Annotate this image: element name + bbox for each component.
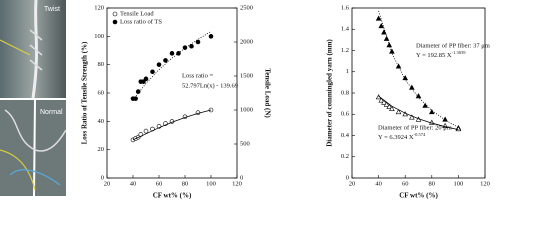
y-tick-label: 0.6 xyxy=(341,111,350,118)
x-tick-label: 20 xyxy=(104,180,111,187)
y-tick-label: 120 xyxy=(94,4,104,11)
legend-marker xyxy=(112,19,118,25)
y-axis-title: Loss Ratio of Tensile Strength (%) xyxy=(81,41,89,144)
point xyxy=(143,76,149,82)
y-tick-label: 1.2 xyxy=(341,47,349,54)
point xyxy=(381,29,387,35)
point xyxy=(195,39,201,45)
annotation-exponent: -1.3039 xyxy=(452,50,467,55)
x-tick-label: 40 xyxy=(130,180,137,187)
point xyxy=(133,96,138,101)
annotation: Loss ratio = xyxy=(182,72,213,79)
x-tick-label: 120 xyxy=(480,180,490,187)
photo-panel: Twist Normal xyxy=(0,0,67,197)
x-tick-label: 80 xyxy=(429,180,436,187)
legend-label: Loss ratio of TS xyxy=(120,18,162,25)
y2-axis-title: Tensile Load (N) xyxy=(263,68,271,118)
y2-tick-label: 500 xyxy=(240,140,250,147)
y-tick-label: 100 xyxy=(94,33,104,40)
point xyxy=(169,51,175,56)
y-tick-label: 1.6 xyxy=(341,4,350,11)
point xyxy=(409,114,415,120)
point xyxy=(383,35,390,41)
fit-line xyxy=(132,109,212,141)
x-tick-label: 100 xyxy=(454,180,464,187)
point xyxy=(428,109,435,115)
y2-tick-label: 1000 xyxy=(240,106,253,113)
y2-tick-label: 0 xyxy=(240,174,243,181)
plot-frame xyxy=(106,7,238,179)
y-tick-label: 1 xyxy=(346,68,349,75)
point xyxy=(141,79,146,84)
point xyxy=(402,75,409,81)
annotation: Y = 6.3924 X-0.574 xyxy=(378,132,426,141)
photo-twist xyxy=(0,0,66,98)
x-tick-label: 60 xyxy=(402,180,409,187)
point xyxy=(375,94,382,100)
annotation: Diameter of PP fiber: 20 μm xyxy=(378,124,452,131)
point xyxy=(442,116,448,122)
y-tick-label: 80 xyxy=(98,61,105,68)
point xyxy=(378,22,385,29)
point xyxy=(189,43,194,49)
y2-tick-label: 1500 xyxy=(240,72,253,79)
plot-frame xyxy=(351,7,486,179)
point xyxy=(150,69,155,75)
legend-label: Tensile Load xyxy=(120,10,154,17)
y-tick-label: 0.8 xyxy=(341,89,349,96)
point xyxy=(163,58,168,63)
point xyxy=(143,128,149,134)
annotation: 52.797Ln(x) - 139.69 xyxy=(182,82,238,89)
y-tick-label: 0 xyxy=(101,174,104,181)
y2-tick-label: 2500 xyxy=(240,4,253,11)
x-axis-title: CF wt% (%) xyxy=(399,192,438,200)
y-axis-title: Diameter of commingled yarn (mm) xyxy=(326,39,334,147)
point xyxy=(386,103,393,109)
point xyxy=(383,101,390,107)
point xyxy=(156,62,162,67)
annotation-text: Y = 6.3924 X xyxy=(378,134,414,141)
x-axis-title: CF wt% (%) xyxy=(153,192,192,200)
y-tick-label: 0.4 xyxy=(341,132,350,139)
y-tick-label: 0 xyxy=(346,174,349,181)
point xyxy=(395,109,402,115)
point xyxy=(415,93,422,99)
x-tick-label: 40 xyxy=(375,180,382,187)
annotation-exponent: -0.574 xyxy=(414,132,426,137)
y-tick-label: 20 xyxy=(98,146,105,153)
annotation: Y = 192.85 X-1.3039 xyxy=(416,50,466,59)
annotation: Diameter of PP fiber: 37 μm xyxy=(416,42,490,49)
annotation-text: Y = 192.85 X xyxy=(416,52,452,59)
figure: Twist Normal 20 40 60 80 100 1200204060801001… xyxy=(0,0,490,200)
y-tick-label: 60 xyxy=(98,89,105,96)
point xyxy=(381,99,387,105)
y-tick-label: 40 xyxy=(98,118,105,125)
photo-label: Normal xyxy=(40,109,63,116)
point xyxy=(422,102,428,108)
fit-line xyxy=(378,95,459,131)
point xyxy=(389,48,395,54)
point xyxy=(389,105,395,111)
x-tick-label: 100 xyxy=(206,180,216,187)
point xyxy=(395,63,402,69)
x-tick-label: 60 xyxy=(156,180,163,187)
y2-tick-label: 2000 xyxy=(240,38,253,45)
point xyxy=(375,15,382,21)
point xyxy=(208,34,214,39)
y-tick-label: 1.4 xyxy=(341,26,350,33)
x-tick-label: 20 xyxy=(349,180,356,187)
photo-label: Twist xyxy=(44,6,60,13)
point xyxy=(378,97,385,103)
x-tick-label: 80 xyxy=(182,180,189,187)
x-tick-label: 120 xyxy=(232,180,242,187)
y-tick-label: 0.2 xyxy=(341,153,349,160)
legend-marker xyxy=(112,11,118,17)
